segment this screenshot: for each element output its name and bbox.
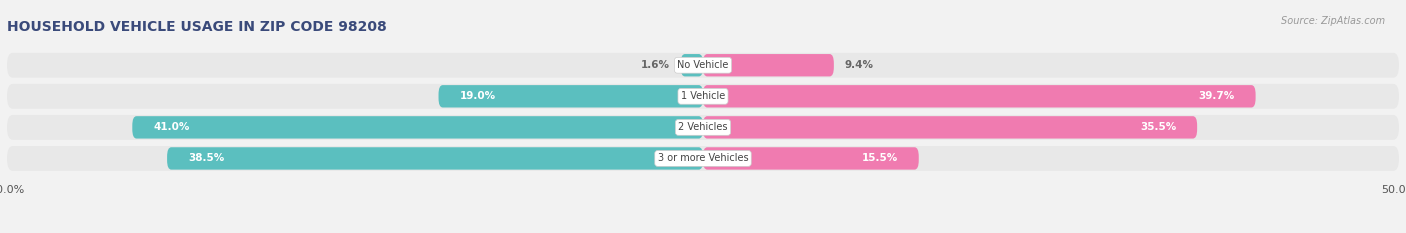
FancyBboxPatch shape bbox=[7, 146, 1399, 171]
FancyBboxPatch shape bbox=[7, 84, 1399, 109]
Text: 1 Vehicle: 1 Vehicle bbox=[681, 91, 725, 101]
FancyBboxPatch shape bbox=[681, 54, 703, 76]
Text: No Vehicle: No Vehicle bbox=[678, 60, 728, 70]
FancyBboxPatch shape bbox=[439, 85, 703, 107]
Text: 3 or more Vehicles: 3 or more Vehicles bbox=[658, 154, 748, 163]
Legend: Owner-occupied, Renter-occupied: Owner-occupied, Renter-occupied bbox=[585, 230, 821, 233]
Text: HOUSEHOLD VEHICLE USAGE IN ZIP CODE 98208: HOUSEHOLD VEHICLE USAGE IN ZIP CODE 9820… bbox=[7, 20, 387, 34]
Text: Source: ZipAtlas.com: Source: ZipAtlas.com bbox=[1281, 16, 1385, 26]
Text: 1.6%: 1.6% bbox=[641, 60, 669, 70]
Text: 38.5%: 38.5% bbox=[188, 154, 224, 163]
FancyBboxPatch shape bbox=[703, 54, 834, 76]
Text: 39.7%: 39.7% bbox=[1198, 91, 1234, 101]
FancyBboxPatch shape bbox=[703, 85, 1256, 107]
FancyBboxPatch shape bbox=[7, 53, 1399, 78]
Text: 19.0%: 19.0% bbox=[460, 91, 495, 101]
FancyBboxPatch shape bbox=[167, 147, 703, 170]
Text: 15.5%: 15.5% bbox=[862, 154, 898, 163]
FancyBboxPatch shape bbox=[703, 147, 918, 170]
Text: 9.4%: 9.4% bbox=[845, 60, 875, 70]
Text: 35.5%: 35.5% bbox=[1140, 122, 1177, 132]
FancyBboxPatch shape bbox=[132, 116, 703, 139]
Text: 41.0%: 41.0% bbox=[153, 122, 190, 132]
FancyBboxPatch shape bbox=[7, 115, 1399, 140]
Text: 2 Vehicles: 2 Vehicles bbox=[678, 122, 728, 132]
FancyBboxPatch shape bbox=[703, 116, 1197, 139]
